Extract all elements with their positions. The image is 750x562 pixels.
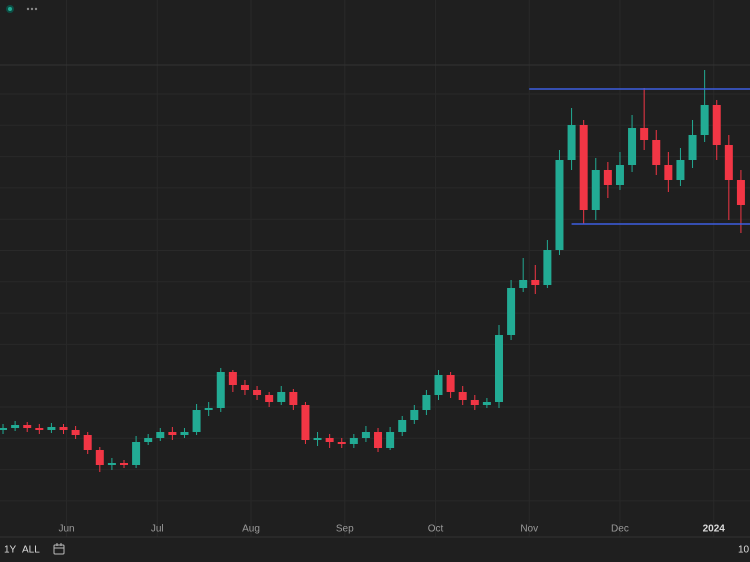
candle-body xyxy=(277,392,286,402)
candle-body xyxy=(144,438,153,442)
x-tick-label: Jul xyxy=(151,524,164,535)
candle-body xyxy=(712,105,721,145)
candle-body xyxy=(676,160,685,180)
candle-body xyxy=(35,428,44,430)
candle-body xyxy=(47,427,56,430)
candle-body xyxy=(519,280,528,288)
candle-body xyxy=(313,438,322,440)
candle-body xyxy=(531,280,540,285)
candle-body xyxy=(446,375,455,392)
candle-body xyxy=(253,390,262,395)
candle-body xyxy=(59,427,68,430)
candle-body xyxy=(640,128,649,140)
candle-body xyxy=(615,165,624,185)
candle-body xyxy=(374,432,383,448)
candle-body xyxy=(0,428,8,430)
candle-body xyxy=(156,432,165,438)
more-menu[interactable] xyxy=(26,7,38,11)
candle-body xyxy=(736,180,745,205)
candle-body xyxy=(482,402,491,405)
candle-body xyxy=(700,105,709,135)
candle-body xyxy=(579,125,588,210)
candle-body xyxy=(289,392,298,405)
candle-body xyxy=(95,450,104,465)
candle-body xyxy=(265,395,274,402)
candle-body xyxy=(240,385,249,390)
candle-body xyxy=(216,372,225,408)
candle-body xyxy=(628,128,637,165)
candle-body xyxy=(361,432,370,438)
candle-body xyxy=(132,442,141,465)
candle-body xyxy=(119,463,128,465)
candle-body xyxy=(192,410,201,432)
candle-body xyxy=(180,432,189,435)
candle-body xyxy=(458,392,467,400)
candle-body xyxy=(507,288,516,335)
candle-body xyxy=(325,438,334,442)
candle-body xyxy=(567,125,576,160)
x-tick-label: Dec xyxy=(611,524,629,535)
candle-body xyxy=(470,400,479,405)
candle-body xyxy=(23,425,32,428)
candle-body xyxy=(410,410,419,420)
status-dot-core xyxy=(8,7,12,11)
calendar-button[interactable] xyxy=(53,543,65,555)
candle-body xyxy=(11,425,20,428)
x-tick-label: Jun xyxy=(58,524,74,535)
range-button[interactable]: 1Y xyxy=(4,545,17,556)
clock: 10: xyxy=(738,545,750,556)
candle-body xyxy=(349,438,358,444)
candle-body xyxy=(83,435,92,450)
candle-body xyxy=(494,335,503,402)
candle-body xyxy=(398,420,407,432)
candle-body xyxy=(71,430,80,435)
x-tick-label: Aug xyxy=(242,524,260,535)
candle-body xyxy=(386,432,395,448)
candle-body xyxy=(603,170,612,185)
range-button[interactable]: ALL xyxy=(22,545,40,556)
candle-body xyxy=(168,432,177,435)
candle-body xyxy=(555,160,564,250)
candle-body xyxy=(724,145,733,180)
candle-body xyxy=(434,375,443,395)
candle-body xyxy=(301,405,310,440)
candle-body xyxy=(664,165,673,180)
candle-body xyxy=(543,250,552,285)
candle-body xyxy=(107,463,116,465)
candle-body xyxy=(422,395,431,410)
x-tick-label: Oct xyxy=(428,524,444,535)
candle-body xyxy=(204,408,213,410)
x-tick-label: Sep xyxy=(336,524,354,535)
candle-body xyxy=(337,442,346,444)
candle-body xyxy=(591,170,600,210)
x-tick-label: 2024 xyxy=(703,524,726,535)
candle-body xyxy=(652,140,661,165)
candle-body xyxy=(228,372,237,385)
x-tick-label: Nov xyxy=(520,524,538,535)
candle-body xyxy=(688,135,697,160)
